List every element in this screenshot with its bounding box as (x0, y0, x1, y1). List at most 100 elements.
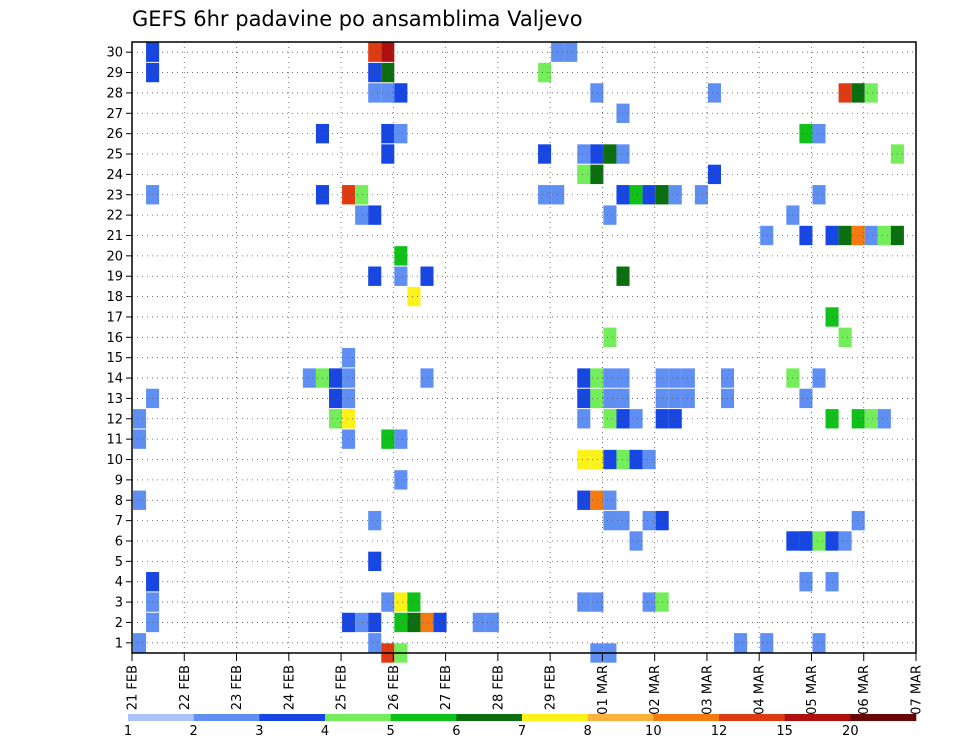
heatmap-cell (368, 83, 382, 103)
y-tick-label: 7 (115, 514, 123, 529)
x-tick-label: 21 FEB (126, 665, 141, 710)
x-tick-label: 23 FEB (230, 665, 245, 710)
x-tick-label: 28 FEB (491, 665, 506, 710)
heatmap-cell (394, 123, 408, 144)
heatmap-cell (864, 225, 878, 246)
heatmap-cell (329, 388, 343, 409)
heatmap-cell (603, 368, 617, 388)
heatmap-cell (577, 592, 591, 612)
x-tick-label: 22 FEB (178, 665, 193, 710)
heatmap-cell (838, 327, 852, 347)
heatmap-cell (629, 409, 643, 429)
x-tick-label: 05 MAR (805, 665, 820, 715)
heatmap-cell (760, 225, 774, 246)
heatmap-cell (603, 205, 617, 225)
heatmap-cell (590, 83, 604, 103)
heatmap-cell (302, 368, 316, 388)
heatmap-cell (433, 612, 447, 633)
heatmap-cell (355, 612, 369, 633)
y-tick-label: 20 (106, 249, 123, 264)
heatmap-cell (642, 185, 656, 205)
heatmap-cell (629, 449, 643, 470)
heatmap-cell (799, 572, 813, 592)
legend-label: 10 (645, 724, 662, 739)
heatmap-cell (734, 633, 748, 653)
y-tick-label: 4 (115, 575, 123, 590)
heatmap-cell (355, 205, 369, 225)
heatmap-cell (368, 62, 382, 83)
y-tick-label: 28 (106, 86, 123, 101)
heatmap-cell (694, 185, 708, 205)
heatmap-cell (577, 368, 591, 388)
legend-swatch (653, 714, 720, 721)
plot-frame (131, 41, 917, 654)
y-tick-label: 23 (106, 188, 123, 203)
legend-label: 6 (452, 724, 460, 739)
y-tick-label: 16 (106, 331, 123, 346)
heatmap-cell (590, 490, 604, 510)
heatmap-cell (603, 449, 617, 470)
heatmap-cell (603, 409, 617, 429)
heatmap-cell (342, 612, 356, 633)
heatmap-cell (590, 144, 604, 164)
heatmap-cell (368, 266, 382, 286)
heatmap-cell (133, 409, 147, 429)
heatmap-cell (851, 409, 865, 429)
grid-lines (132, 42, 916, 653)
heatmap-cell (629, 531, 643, 551)
y-tick-label: 25 (106, 148, 123, 163)
heatmap-cell (603, 490, 617, 510)
y-tick-label: 14 (106, 372, 123, 387)
heatmap-cell (564, 42, 578, 62)
heatmap-cell (799, 531, 813, 551)
y-tick-label: 6 (115, 534, 123, 549)
x-tick-label: 06 MAR (857, 665, 872, 715)
heatmap-cell (629, 185, 643, 205)
y-tick-label: 22 (106, 209, 123, 224)
legend-swatch (587, 714, 654, 721)
legend-label: 7 (518, 724, 526, 739)
heatmap-cell (368, 633, 382, 653)
heatmap-cell (342, 185, 356, 205)
heatmap-cell (681, 388, 695, 409)
y-tick-label: 29 (106, 66, 123, 81)
legend-swatch (456, 714, 523, 721)
heatmap-cell (368, 42, 382, 62)
heatmap-cell (838, 225, 852, 246)
heatmap-cell (760, 633, 774, 653)
y-tick-label: 27 (106, 107, 123, 122)
heatmap-cell (577, 388, 591, 409)
heatmap-cell (394, 83, 408, 103)
heatmap-cell (603, 144, 617, 164)
y-tick-label: 10 (106, 453, 123, 468)
heatmap-cell (812, 123, 826, 144)
heatmap-cell (642, 449, 656, 470)
x-axis: 21 FEB 22 FEB 23 FEB 24 FEB 25 FEB 26 FEB 27 F… (126, 653, 925, 715)
heatmap-cell (342, 409, 356, 429)
heatmap-cell (133, 490, 147, 510)
y-axis: 1234567891011121314151617181920212223242… (106, 46, 132, 651)
heatmap-cell (394, 246, 408, 266)
legend-label: 3 (255, 724, 263, 739)
y-tick-label: 13 (106, 392, 123, 407)
x-tick-label: 25 FEB (335, 665, 350, 710)
heatmap-cell (329, 409, 343, 429)
y-tick-label: 1 (115, 636, 123, 651)
legend-swatch (390, 714, 457, 721)
legend-label: 1 (124, 724, 132, 739)
heatmap-cell (472, 612, 486, 633)
y-tick-label: 5 (115, 555, 123, 570)
heatmap-cell (812, 531, 826, 551)
heatmap-cell (799, 123, 813, 144)
heatmap-cell (707, 164, 721, 185)
legend-label: 8 (584, 724, 592, 739)
heatmap-cell (538, 62, 552, 83)
y-tick-label: 12 (106, 412, 123, 427)
heatmap-cell (603, 327, 617, 347)
heatmap-cell (329, 368, 343, 388)
heatmap-cell (577, 409, 591, 429)
legend-swatch (259, 714, 326, 721)
y-tick-label: 9 (115, 473, 123, 488)
x-tick-label: 26 FEB (387, 665, 402, 710)
legend-swatch (784, 714, 851, 721)
